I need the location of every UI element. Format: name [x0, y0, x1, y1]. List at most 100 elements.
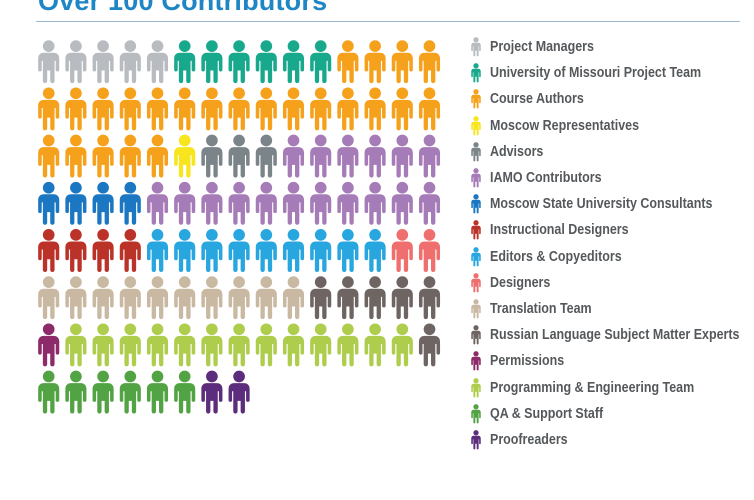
person-icon-course-authors — [391, 40, 413, 84]
person-icon-course-authors — [146, 134, 169, 178]
legend-item-proofreaders: Proofreaders — [468, 427, 752, 453]
person-icon-iamo-contributors — [310, 181, 332, 225]
person-icon-editors-and-copyeditors — [146, 229, 169, 272]
person-icon-course-authors — [119, 87, 141, 131]
person-icon-moscow-state-university-consultants — [119, 181, 141, 225]
person-icon-programming-and-engineering-team — [337, 323, 359, 367]
person-icon-university-of-missouri-project-team — [174, 40, 196, 84]
legend: Project Managers University of Missouri P… — [468, 34, 752, 453]
person-icon-course-authors — [310, 87, 332, 131]
legend-person-icon — [471, 220, 481, 240]
person-icon-course-authors — [65, 87, 87, 131]
person-icon-designers — [391, 229, 413, 272]
person-icon — [471, 403, 481, 424]
person-icon-project-managers — [38, 40, 60, 84]
person-icon-qa-and-support-staff — [174, 370, 196, 414]
person-icon-designers — [418, 229, 441, 272]
person-icon-course-authors — [146, 87, 169, 131]
legend-person-icon — [471, 325, 481, 345]
title-number: 100 — [108, 0, 154, 16]
person-icon-project-managers — [65, 40, 87, 84]
person-icon — [471, 325, 481, 345]
person-icon — [471, 272, 481, 293]
legend-label: Moscow Representatives — [490, 117, 640, 134]
person-icon — [471, 377, 481, 397]
person-icon-course-authors — [92, 134, 114, 178]
legend-label: QA & Support Staff — [490, 405, 604, 422]
legend-label: Proofreaders — [490, 431, 568, 448]
person-icon — [471, 430, 481, 450]
legend-item-university-of-missouri-project-team: University of Missouri Project Team — [468, 60, 752, 86]
person-icon-iamo-contributors — [418, 134, 441, 178]
person-icon-course-authors — [38, 87, 60, 131]
person-icon — [471, 89, 481, 109]
legend-person-icon — [471, 430, 481, 450]
person-icon-programming-and-engineering-team — [201, 323, 223, 367]
person-icon-iamo-contributors — [174, 181, 196, 225]
person-icon — [471, 37, 481, 57]
person-icon-russian-language-subject-matter-experts — [310, 276, 332, 320]
legend-label: University of Missouri Project Team — [490, 65, 702, 82]
person-icon-proofreaders — [201, 370, 223, 414]
legend-label: Course Authors — [490, 91, 584, 108]
legend-item-course-authors: Course Authors — [468, 86, 752, 112]
person-icon-instructional-designers — [119, 229, 141, 272]
legend-item-instructional-designers: Instructional Designers — [468, 217, 752, 243]
person-icon-instructional-designers — [92, 229, 114, 272]
person-icon-instructional-designers — [65, 229, 87, 272]
person-icon-advisors — [228, 134, 250, 178]
person-icon-iamo-contributors — [337, 134, 359, 178]
person-icon-iamo-contributors — [201, 181, 223, 225]
person-icon — [471, 141, 481, 162]
person-icon-programming-and-engineering-team — [119, 323, 141, 367]
person-icon-university-of-missouri-project-team — [255, 40, 277, 84]
person-icon-instructional-designers — [38, 229, 60, 272]
person-icon-programming-and-engineering-team — [310, 323, 332, 367]
person-icon-editors-and-copyeditors — [255, 229, 277, 272]
person-icon-editors-and-copyeditors — [364, 229, 386, 272]
person-icon — [471, 115, 481, 136]
person-icon — [471, 194, 481, 214]
person-icon-course-authors — [418, 87, 441, 131]
legend-person-icon — [471, 89, 481, 109]
person-icon-course-authors — [418, 40, 441, 84]
person-icon-iamo-contributors — [364, 134, 386, 178]
person-icon-translation-team — [38, 276, 60, 320]
person-icon-university-of-missouri-project-team — [310, 40, 332, 84]
person-icon-iamo-contributors — [228, 181, 250, 225]
person-icon-programming-and-engineering-team — [146, 323, 169, 367]
person-icon-qa-and-support-staff — [38, 370, 60, 414]
legend-person-icon — [471, 115, 481, 136]
legend-item-moscow-representatives: Moscow Representatives — [468, 113, 752, 139]
person-icon-moscow-state-university-consultants — [65, 181, 87, 225]
legend-label: Instructional Designers — [490, 222, 629, 239]
legend-label: Designers — [490, 274, 551, 291]
legend-label: Programming & Engineering Team — [490, 379, 695, 396]
person-icon-translation-team — [282, 276, 305, 320]
person-icon-qa-and-support-staff — [146, 370, 169, 414]
person-icon-iamo-contributors — [391, 181, 413, 225]
person-icon-iamo-contributors — [391, 134, 413, 178]
legend-person-icon — [471, 141, 481, 162]
person-icon-translation-team — [65, 276, 87, 320]
person-icon-russian-language-subject-matter-experts — [337, 276, 359, 320]
legend-person-icon — [471, 194, 481, 214]
person-icon-project-managers — [92, 40, 114, 84]
title-suffix: Contributors — [153, 0, 328, 16]
person-icon-translation-team — [146, 276, 169, 320]
person-icon-moscow-state-university-consultants — [38, 181, 60, 225]
legend-item-designers: Designers — [468, 270, 752, 296]
legend-label: Project Managers — [490, 39, 594, 56]
legend-person-icon — [471, 63, 481, 83]
person-icon-advisors — [255, 134, 277, 178]
person-icon-programming-and-engineering-team — [65, 323, 87, 367]
person-icon-iamo-contributors — [282, 181, 305, 225]
pictograph-grid — [38, 40, 441, 414]
legend-item-russian-language-subject-matter-experts: Russian Language Subject Matter Experts — [468, 322, 752, 348]
person-icon-university-of-missouri-project-team — [228, 40, 250, 84]
legend-item-advisors: Advisors — [468, 139, 752, 165]
legend-person-icon — [471, 299, 481, 319]
person-icon-russian-language-subject-matter-experts — [418, 276, 441, 320]
legend-item-programming-and-engineering-team: Programming & Engineering Team — [468, 374, 752, 400]
legend-label: Russian Language Subject Matter Experts — [490, 327, 740, 344]
